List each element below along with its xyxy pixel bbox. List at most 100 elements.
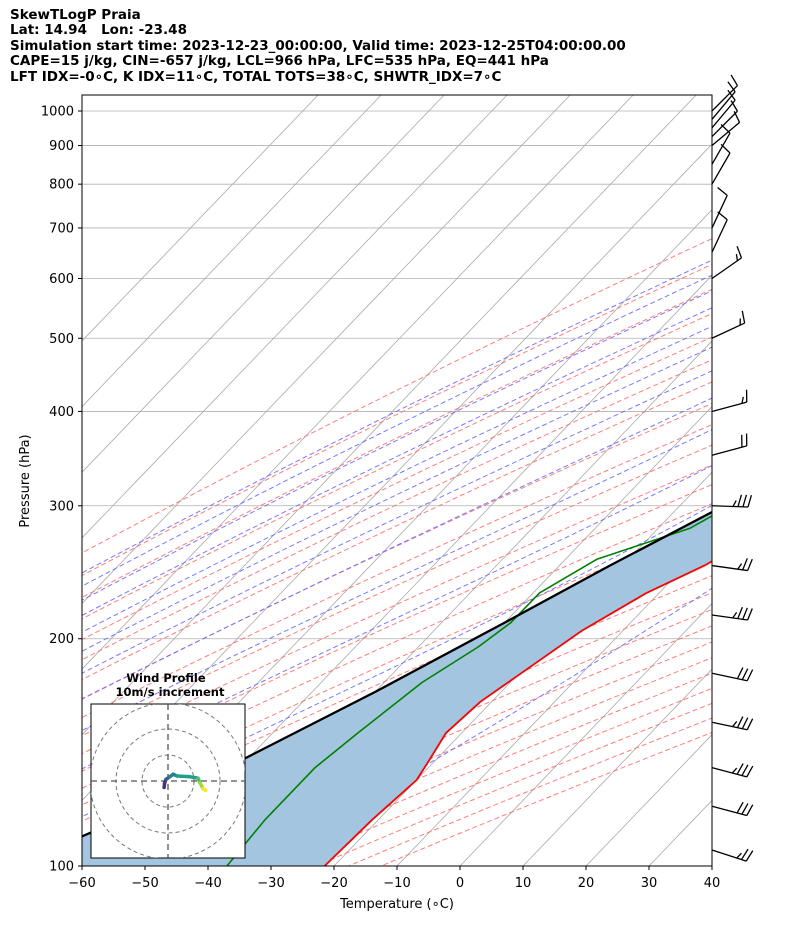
dry-adiabat	[152, 625, 712, 866]
wind-barb-feather	[717, 187, 728, 196]
x-axis-label: Temperature (∘C)	[339, 897, 454, 912]
dry-adiabat	[82, 359, 712, 661]
hodograph-segment	[201, 787, 208, 793]
y-tick-label: 700	[49, 221, 74, 236]
wind-barb-staff	[711, 849, 747, 862]
wind-barb	[711, 310, 746, 339]
wind-barb	[711, 143, 731, 185]
wind-barb-feather	[741, 717, 749, 730]
wind-barb	[711, 801, 754, 817]
moist-adiabat	[82, 464, 712, 770]
wind-barb	[711, 110, 741, 147]
dry-adiabat	[82, 503, 712, 789]
wind-barb-staff	[711, 505, 749, 508]
wind-barb-feather	[731, 767, 738, 774]
hodograph-title: Wind Profile	[126, 671, 206, 685]
wind-barb-feather	[737, 606, 743, 619]
wind-barb-feather	[730, 100, 739, 112]
y-tick-label: 800	[49, 178, 74, 193]
wind-barb-staff	[711, 672, 748, 682]
wind-barb-staff	[711, 121, 740, 147]
title-stability-indices: LFT IDX=-0∘C, K IDX=11∘C, TOTAL TOTS=38∘…	[10, 68, 502, 85]
y-tick-label: 400	[49, 405, 74, 420]
x-tick-label: −40	[194, 876, 221, 891]
wind-barb-staff	[711, 614, 748, 621]
wind-barb-staff	[711, 401, 747, 413]
wind-barb-feather	[730, 74, 739, 86]
dry-adiabat	[82, 312, 712, 620]
wind-barb	[711, 716, 754, 731]
wind-barb-staff	[711, 805, 747, 817]
profile-lines	[82, 510, 712, 866]
wind-barb-staff	[711, 257, 742, 280]
moist-adiabat	[82, 259, 712, 574]
wind-barb-feather	[736, 667, 744, 679]
wind-barb-feather	[747, 558, 753, 571]
moist-adiabat	[82, 307, 712, 616]
wind-barb-staff	[711, 766, 747, 778]
wind-barb-feather	[727, 81, 736, 93]
x-tick-label: −30	[257, 876, 284, 891]
x-tick-label: −60	[68, 876, 95, 891]
isotherm-line	[333, 471, 712, 866]
isotherm-line	[459, 602, 712, 866]
wind-barb	[711, 558, 753, 572]
wind-barb-feather	[737, 563, 743, 570]
moist-adiabat	[82, 504, 712, 818]
mixing-ratio-lines	[732, 95, 794, 279]
title-station: SkewTLogP Praia	[10, 7, 141, 23]
wind-barb	[711, 211, 728, 253]
wind-barb-feather	[733, 110, 741, 123]
wind-barb	[711, 606, 753, 621]
x-tick-label: −10	[383, 876, 410, 891]
wind-barb-staff	[711, 445, 747, 456]
wind-barb	[711, 494, 753, 508]
wind-barb-feather	[742, 607, 748, 620]
wind-barbs	[711, 74, 754, 862]
moist-adiabat	[82, 370, 712, 674]
y-axis-ticks: 100 200 300 400 500 600 700 800 900 1000	[41, 104, 82, 875]
wind-barb-feather	[746, 765, 754, 778]
isotherm-line	[82, 95, 319, 342]
wind-barb-staff	[711, 110, 738, 138]
x-tick-label: 30	[641, 876, 658, 891]
wind-barb-feather	[732, 612, 738, 619]
wind-barb-feather	[741, 396, 744, 404]
wind-barb	[711, 124, 731, 165]
wind-barb-feather	[735, 253, 739, 261]
wind-barb-feather	[736, 801, 744, 814]
hodograph-segment	[175, 774, 191, 779]
wind-barb-staff	[711, 99, 736, 129]
isobar-grid	[82, 110, 712, 866]
wind-barb-staff	[711, 132, 731, 165]
x-tick-label: 10	[515, 876, 532, 891]
hodograph-inset: Wind Profile 10m/s increment	[90, 671, 246, 859]
isotherm-line	[82, 95, 697, 736]
wind-barb	[711, 763, 754, 778]
hodograph-subtitle: 10m/s increment	[116, 685, 225, 699]
y-tick-label: 600	[49, 272, 74, 287]
wind-barb-feather	[746, 718, 754, 731]
y-tick-label: 900	[49, 139, 74, 154]
wind-barb-staff	[711, 195, 728, 229]
wind-barb-feather	[742, 558, 748, 571]
y-tick-label: 300	[49, 499, 74, 514]
isotherm-line	[82, 95, 634, 670]
wind-barb-feather	[720, 124, 731, 134]
x-axis-ticks: −60 −50 −40 −30 −20 −10 0 10 20 30 40	[68, 866, 720, 891]
y-axis-label: Pressure (hPa)	[18, 434, 33, 527]
moist-adiabats	[82, 259, 712, 866]
wind-barb-feather	[741, 764, 749, 776]
isotherm-line	[396, 537, 712, 866]
isotherm-line	[144, 274, 712, 866]
x-tick-label: 0	[456, 876, 464, 891]
wind-barb	[711, 187, 728, 229]
wind-barb-feather	[746, 804, 754, 816]
wind-barb-staff	[711, 322, 745, 339]
wind-barb-feather	[746, 669, 754, 682]
wind-barb	[711, 89, 736, 129]
y-tick-label: 200	[49, 632, 74, 647]
isotherm-line	[585, 734, 712, 866]
wind-barb	[711, 848, 754, 862]
